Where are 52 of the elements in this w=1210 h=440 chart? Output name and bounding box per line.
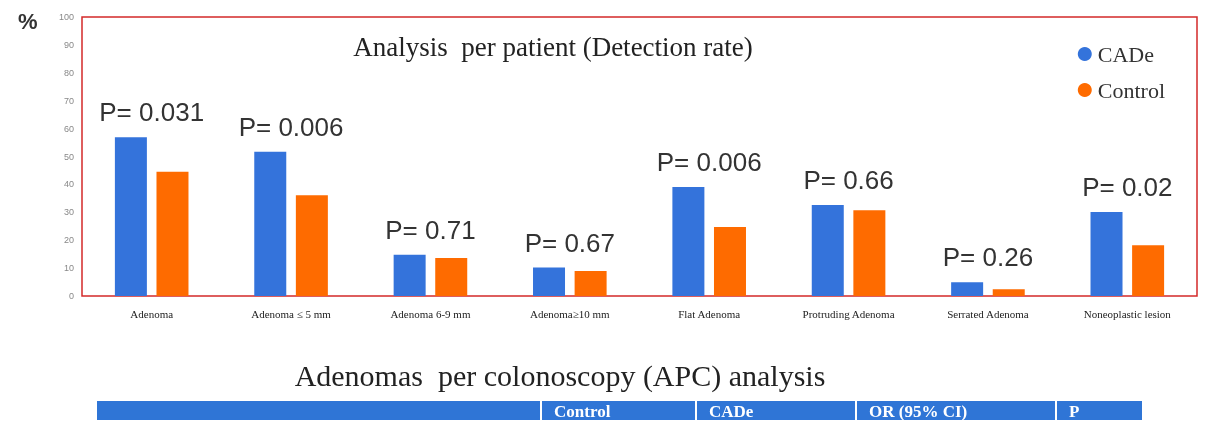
legend-label: CADe xyxy=(1097,41,1154,67)
x-tick-label: Serrated Adenoma xyxy=(947,307,1029,320)
bar xyxy=(114,137,147,296)
annotation: P= 0.006 xyxy=(238,111,344,142)
text: OR (95% CI) xyxy=(869,401,968,421)
annotation: P= 0.02 xyxy=(1082,172,1173,203)
y-tick-label: 40 xyxy=(63,179,74,190)
bar xyxy=(574,270,607,296)
bar xyxy=(713,227,746,296)
y-tick-label: 100 xyxy=(58,12,74,22)
annotation: P= 0.71 xyxy=(385,214,476,245)
legend-label: Control xyxy=(1097,77,1166,103)
y-tick-label: 20 xyxy=(63,235,74,246)
annotation: P= 0.006 xyxy=(656,146,762,177)
bar xyxy=(1090,212,1123,296)
annotation: P= 0.67 xyxy=(524,227,615,258)
y-axis-title: % xyxy=(18,8,38,34)
x-tick-label: Protruding Adenoma xyxy=(802,307,895,320)
annotation: P= 0.26 xyxy=(942,242,1034,273)
y-tick-label: 30 xyxy=(63,207,74,218)
bar xyxy=(672,186,705,296)
x-tick-label: Adenoma xyxy=(130,307,174,320)
annotation: P= 0.66 xyxy=(803,165,894,196)
text: CADe xyxy=(709,401,754,421)
y-tick-label: 70 xyxy=(63,95,74,106)
bar xyxy=(393,254,426,296)
x-tick-label: Adenoma≥10 mm xyxy=(529,307,611,320)
bar xyxy=(1132,245,1165,296)
bar xyxy=(435,258,468,296)
text: Analysis per patient (Detection rate) xyxy=(353,31,753,62)
bar xyxy=(533,267,566,296)
y-tick-label: 50 xyxy=(63,151,74,162)
bar xyxy=(156,171,189,296)
y-tick-label: 90 xyxy=(63,39,74,50)
bar xyxy=(295,195,328,296)
bar xyxy=(811,205,844,296)
x-tick-label: Adenoma ≤ 5 mm xyxy=(251,307,332,320)
bar xyxy=(951,282,984,296)
annotation: P= 0.031 xyxy=(99,97,205,128)
text: Adenomas per colonoscopy (APC) analysis xyxy=(294,358,826,393)
text: P xyxy=(1069,401,1080,421)
y-tick-label: 10 xyxy=(63,263,74,274)
bar xyxy=(853,210,886,296)
text: Control xyxy=(554,401,611,421)
y-tick-label: 60 xyxy=(63,123,74,134)
y-tick-label: 0 xyxy=(68,291,74,301)
x-tick-label: Noneoplastic lesion xyxy=(1083,307,1172,320)
x-tick-label: Flat Adenoma xyxy=(678,307,741,320)
bar xyxy=(254,151,287,296)
x-tick-label: Adenoma 6-9 mm xyxy=(390,307,471,320)
y-tick-label: 80 xyxy=(63,67,74,78)
bar xyxy=(992,289,1025,296)
